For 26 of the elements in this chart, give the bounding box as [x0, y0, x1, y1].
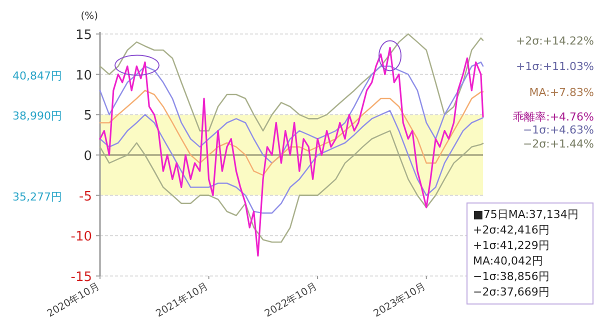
- y-tick-label: -5: [79, 189, 92, 204]
- y-tick-label: 5: [84, 108, 92, 124]
- text: 40,847円: [12, 69, 62, 82]
- text: 38,990円: [12, 110, 62, 123]
- text: +1σ:+11.03%: [516, 60, 594, 74]
- y-tick-label: 0: [84, 149, 92, 164]
- y-tick-label: -15: [70, 270, 92, 285]
- text: −1σ:+4.63%: [522, 124, 594, 137]
- annotation: −1σ:38,856円: [473, 270, 550, 283]
- text: 35,277円: [12, 190, 62, 204]
- text: −2σ:+1.44%: [522, 137, 594, 150]
- y-tick-label: 10: [75, 68, 92, 84]
- text: 乖離率:+4.76%: [513, 110, 594, 124]
- annotation: +2σ:42,416円: [473, 224, 550, 236]
- annotation: ■75日MA:37,134円: [473, 208, 578, 221]
- y-tick-label: 15: [75, 28, 92, 43]
- text: −2σ:37,669円: [473, 286, 550, 298]
- annotation: +1σ:41,229円: [473, 239, 550, 252]
- text: MA:+7.83%: [529, 86, 594, 99]
- text: +2σ:+14.22%: [516, 34, 594, 48]
- line-series: [99, 33, 484, 132]
- annotation: MA:40,042円: [473, 254, 544, 268]
- line-series: [99, 90, 484, 176]
- y-tick-label: -10: [70, 230, 92, 245]
- line-series: [99, 62, 484, 164]
- y-axis-title: (%): [80, 11, 98, 22]
